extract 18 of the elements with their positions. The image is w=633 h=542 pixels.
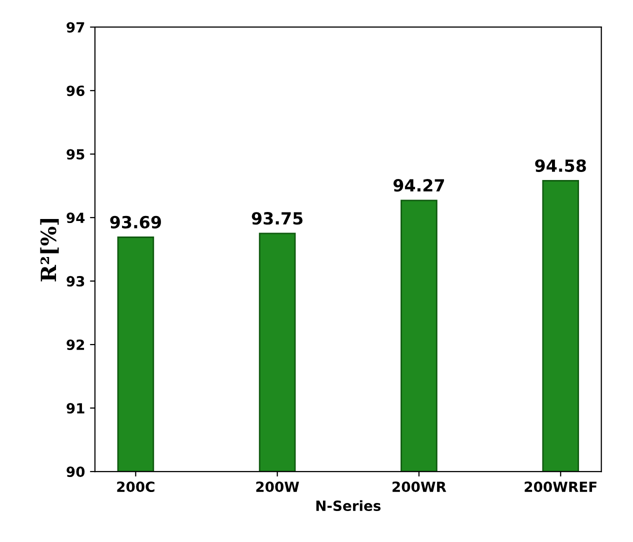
- y-axis-title: R²[%]: [40, 218, 59, 282]
- y-tick-label: 93: [66, 276, 84, 287]
- data-label: 94.58: [535, 159, 586, 172]
- y-tick-label: 96: [66, 86, 84, 96]
- data-label: 93.69: [110, 216, 161, 228]
- x-tick-label: 200WREF: [524, 482, 596, 492]
- x-tick-label: 200WR: [392, 482, 446, 492]
- y-tick-label: 94: [66, 212, 85, 224]
- x-tick-label: 200C: [117, 482, 154, 492]
- y-tick-label: 97: [66, 22, 84, 33]
- y-tick-label: 92: [66, 340, 84, 350]
- x-tick-label: 200W: [256, 482, 300, 492]
- data-label: 93.75: [252, 212, 303, 225]
- y-tick-label: 90: [66, 466, 85, 478]
- data-label: 94.27: [393, 179, 444, 192]
- x-axis-title: N-Series: [316, 500, 381, 512]
- y-tick-label: 91: [66, 403, 84, 414]
- y-tick-label: 95: [66, 149, 84, 160]
